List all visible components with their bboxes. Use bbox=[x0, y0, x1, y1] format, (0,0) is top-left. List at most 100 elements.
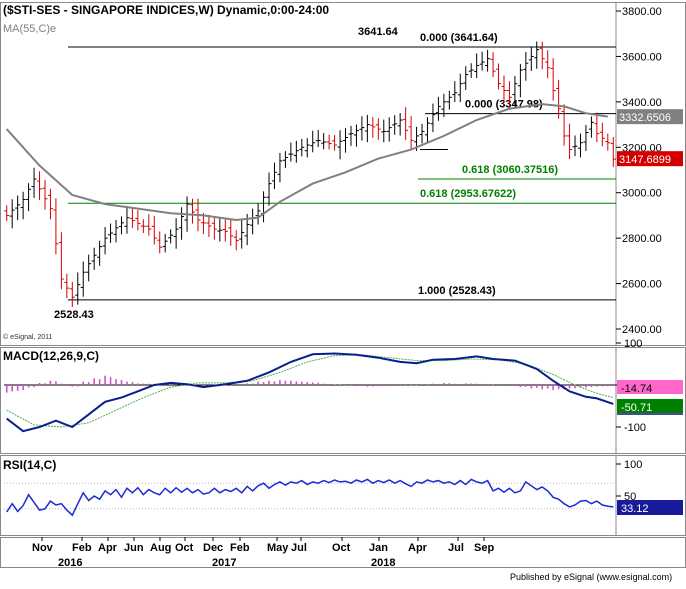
y-tick-label: 2400.00 bbox=[622, 324, 662, 336]
price-bar bbox=[69, 281, 75, 307]
chart-title: ($STI-SES - SINGAPORE INDICES,W) Dynamic… bbox=[3, 3, 329, 17]
price-bar bbox=[190, 198, 196, 224]
price-bar bbox=[441, 93, 447, 118]
price-bar bbox=[457, 73, 463, 103]
price-bar bbox=[157, 231, 163, 254]
price-bar bbox=[97, 240, 103, 266]
fibonacci-levels: 0.000 (3641.64)0.000 (3347.98)0.618 (306… bbox=[54, 26, 616, 321]
price-bar bbox=[211, 216, 217, 240]
price-bar bbox=[271, 162, 277, 190]
ma-last-value-box bbox=[617, 109, 683, 125]
y-tick-label: 3600.00 bbox=[622, 51, 662, 63]
macd-signal-line bbox=[6, 354, 614, 428]
moving-average bbox=[5, 103, 608, 222]
signal-last-value: -50.71 bbox=[621, 402, 652, 414]
price-bar bbox=[348, 125, 354, 146]
price-bar bbox=[463, 66, 469, 91]
price-bar bbox=[561, 104, 567, 146]
price-bar bbox=[359, 116, 365, 141]
year-label: 2018 bbox=[371, 557, 395, 569]
price-bar bbox=[408, 116, 414, 150]
price-bar bbox=[539, 41, 545, 70]
fib-label: 0.618 (2953.67622) bbox=[420, 188, 516, 200]
price-bar bbox=[419, 123, 425, 144]
year-label: 2016 bbox=[58, 557, 82, 569]
price-bar bbox=[80, 261, 86, 297]
x-tick-label: Dec bbox=[203, 542, 223, 554]
x-tick-label: Apr bbox=[98, 542, 118, 554]
price-bar bbox=[146, 214, 152, 236]
price-bar bbox=[583, 125, 589, 151]
price-bar bbox=[375, 118, 381, 140]
price-bar bbox=[124, 206, 130, 234]
price-bar bbox=[381, 119, 387, 143]
price-bar bbox=[113, 219, 119, 243]
price-bar bbox=[512, 75, 518, 107]
price-bar bbox=[468, 63, 474, 79]
y-tick-label: 2800.00 bbox=[622, 233, 662, 245]
price-bar bbox=[179, 207, 185, 240]
rsi-last-value: 33.12 bbox=[621, 503, 649, 515]
price-bar bbox=[140, 219, 146, 234]
rsi-panel bbox=[4, 478, 616, 517]
price-bar bbox=[517, 63, 523, 98]
price-bar bbox=[605, 133, 611, 151]
x-tick-label: Feb bbox=[230, 542, 250, 554]
price-bar bbox=[594, 112, 600, 143]
price-bar bbox=[266, 172, 272, 206]
price-bar bbox=[386, 117, 392, 142]
price-bar bbox=[151, 215, 157, 245]
price-bar bbox=[496, 63, 502, 90]
price-bar bbox=[588, 116, 594, 138]
price-bar bbox=[534, 41, 540, 69]
panel-border bbox=[0, 455, 686, 536]
price-bar bbox=[47, 188, 53, 220]
price-bar bbox=[403, 107, 409, 140]
x-tick-label: Nov bbox=[32, 542, 54, 554]
price-bar bbox=[523, 51, 529, 81]
rsi-tick-label: 100 bbox=[624, 459, 642, 471]
macd-tick-label: 100 bbox=[624, 338, 642, 350]
price-bar bbox=[332, 135, 338, 151]
price-bar bbox=[528, 46, 534, 71]
footer-credit: Published by eSignal (www.esignal.com) bbox=[510, 572, 672, 582]
price-bar bbox=[64, 273, 70, 299]
price-bar bbox=[228, 219, 234, 246]
year-label: 2017 bbox=[212, 557, 236, 569]
price-bar bbox=[446, 90, 452, 110]
price-bar bbox=[506, 81, 512, 110]
price-bar bbox=[31, 167, 37, 198]
macd-panel bbox=[4, 352, 616, 433]
x-tick-label: Apr bbox=[408, 542, 428, 554]
price-bar bbox=[162, 233, 168, 253]
price-bar bbox=[474, 53, 480, 79]
peak-annotation: 3641.64 bbox=[358, 26, 399, 38]
price-bar bbox=[430, 103, 436, 133]
price-bar bbox=[288, 142, 294, 162]
rsi-last-box bbox=[617, 500, 683, 515]
price-last-value: 3147.6899 bbox=[619, 154, 671, 166]
rsi-line bbox=[6, 478, 614, 517]
price-bar bbox=[37, 171, 43, 201]
price-bar bbox=[490, 52, 496, 78]
price-bar bbox=[53, 198, 59, 255]
price-bar bbox=[572, 135, 578, 157]
x-tick-label: Jul bbox=[291, 542, 307, 554]
price-bar bbox=[479, 51, 485, 71]
ma-line bbox=[5, 103, 608, 222]
price-bar bbox=[293, 140, 299, 163]
price-bar bbox=[435, 96, 441, 121]
x-tick-label: Oct bbox=[175, 542, 194, 554]
x-tick-label: Oct bbox=[332, 542, 351, 554]
price-bar bbox=[42, 180, 48, 210]
price-bar bbox=[277, 152, 283, 183]
price-bar bbox=[102, 227, 108, 255]
price-bar bbox=[261, 191, 267, 223]
y-tick-label: 3800.00 bbox=[622, 6, 662, 18]
y-tick-label: 3000.00 bbox=[622, 188, 662, 200]
x-tick-label: Sep bbox=[474, 542, 494, 554]
price-bar bbox=[217, 218, 223, 242]
hist-last-value: -14.74 bbox=[621, 383, 652, 395]
x-tick-label: Jul bbox=[448, 542, 464, 554]
